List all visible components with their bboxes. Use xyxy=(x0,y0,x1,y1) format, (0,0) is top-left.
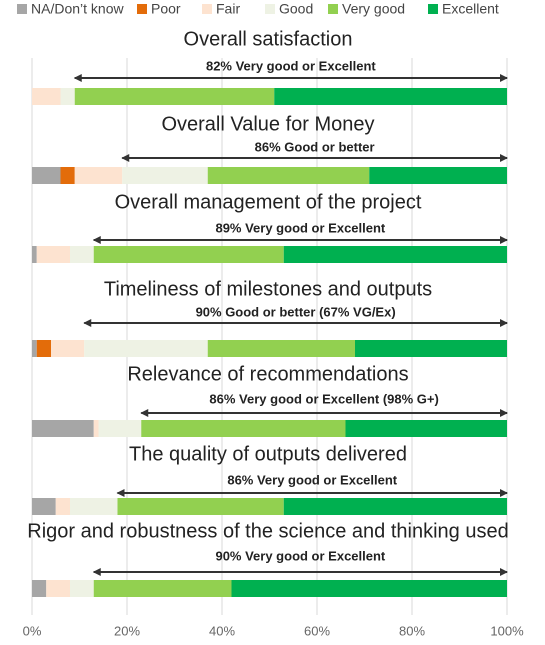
annotation: 86% Very good or Excellent xyxy=(227,472,397,487)
bar-segment xyxy=(369,167,507,184)
bar-segment xyxy=(98,420,142,437)
bar-segment xyxy=(117,498,284,515)
bar-segment xyxy=(345,420,507,437)
bar-segment xyxy=(32,167,61,184)
panel-title: The quality of outputs delivered xyxy=(129,443,407,465)
x-tick-label: 60% xyxy=(304,623,330,638)
x-tick-label: 0% xyxy=(23,623,42,638)
legend-swatch xyxy=(202,4,212,14)
bar-segment xyxy=(70,580,94,597)
annotation: 90% Very good or Excellent xyxy=(215,548,385,563)
legend-label: Poor xyxy=(151,1,181,17)
x-tick-label: 80% xyxy=(399,623,425,638)
bar-segment xyxy=(274,88,507,105)
bar-segment xyxy=(74,88,275,105)
bar-segment xyxy=(46,580,70,597)
bar-segment xyxy=(70,498,118,515)
annotation: 86% Good or better xyxy=(255,139,375,154)
bar-segment xyxy=(70,246,94,263)
bar-segment xyxy=(207,167,370,184)
legend-label: Excellent xyxy=(442,1,499,17)
bar-segment xyxy=(32,340,37,357)
bar-segment xyxy=(60,167,75,184)
bar-segment xyxy=(141,420,346,437)
bar-segment xyxy=(283,246,507,263)
annotation: 86% Very good or Excellent (98% G+) xyxy=(209,391,438,406)
bar-segment xyxy=(51,340,85,357)
legend-label: Fair xyxy=(216,1,240,17)
legend-swatch xyxy=(428,4,438,14)
bar-segment xyxy=(55,498,70,515)
bar-segment xyxy=(122,167,208,184)
legend-label: Very good xyxy=(342,1,405,17)
bar-segment xyxy=(32,88,61,105)
x-tick-label: 20% xyxy=(114,623,140,638)
panel-title: Overall Value for Money xyxy=(161,113,374,135)
bar-segment xyxy=(36,246,70,263)
bar-segment xyxy=(93,420,99,437)
bar-segment xyxy=(283,498,507,515)
legend-swatch xyxy=(328,4,338,14)
annotation: 90% Good or better (67% VG/Ex) xyxy=(196,304,396,319)
panel-title: Overall satisfaction xyxy=(184,28,353,50)
annotation: 82% Very good or Excellent xyxy=(206,58,376,73)
bar-segment xyxy=(93,580,232,597)
bar-segment xyxy=(231,580,507,597)
bar-segment xyxy=(355,340,507,357)
legend-label: NA/Don’t know xyxy=(31,1,124,17)
bar-segment xyxy=(60,88,75,105)
panel-title: Rigor and robustness of the science and … xyxy=(27,520,508,542)
bar-segment xyxy=(207,340,355,357)
bar-segment xyxy=(32,246,37,263)
bar-segment xyxy=(32,420,94,437)
panel-title: Relevance of recommendations xyxy=(127,363,408,385)
legend-label: Good xyxy=(279,1,313,17)
x-tick-label: 100% xyxy=(490,623,524,638)
bar-segment xyxy=(32,580,47,597)
panel-title: Timeliness of milestones and outputs xyxy=(104,278,432,300)
legend-swatch xyxy=(137,4,147,14)
bar-segment xyxy=(74,167,123,184)
legend-swatch xyxy=(265,4,275,14)
x-tick-label: 40% xyxy=(209,623,235,638)
bar-segment xyxy=(36,340,51,357)
legend-swatch xyxy=(17,4,27,14)
bar-segment xyxy=(32,498,56,515)
panel-title: Overall management of the project xyxy=(115,191,422,213)
bar-segment xyxy=(93,246,284,263)
annotation: 89% Very good or Excellent xyxy=(215,220,385,235)
bar-segment xyxy=(84,340,208,357)
